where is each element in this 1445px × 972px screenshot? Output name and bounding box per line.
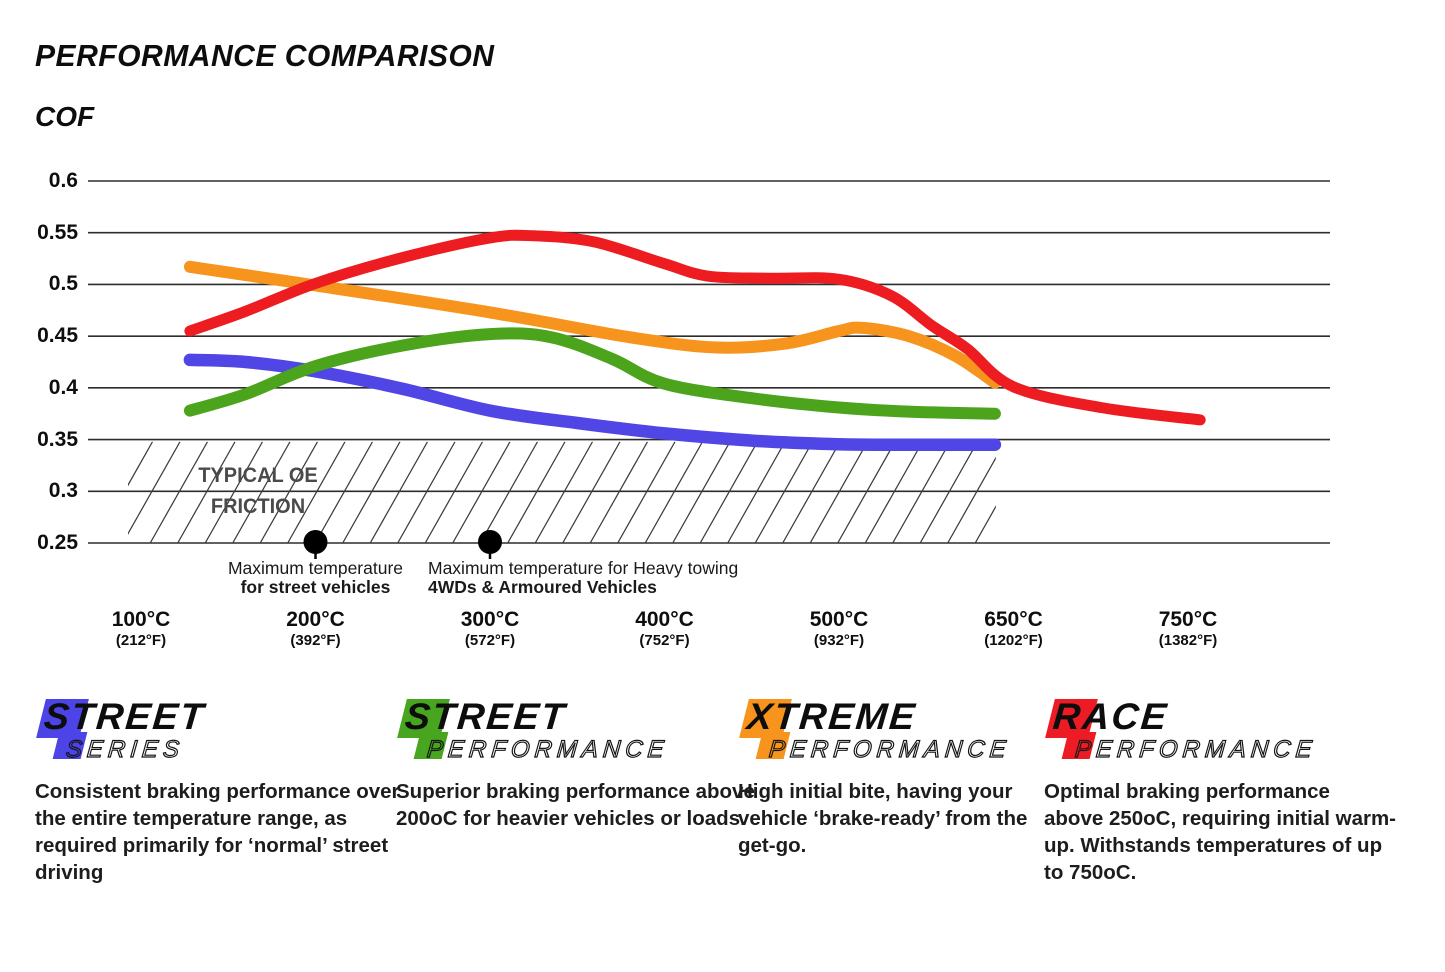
legend-description: Consistent braking performance over the e… xyxy=(35,778,400,886)
x-tick-label: 300°C (572°F) xyxy=(410,608,570,650)
legend-item-race-performance: RACE PERFORMANCE Optimal braking performan… xyxy=(1044,696,1396,886)
logo-word-primary: RACE xyxy=(1051,696,1170,737)
legend-description-line: Optimal braking performance xyxy=(1044,780,1330,803)
x-tick-label: 100°C (212°F) xyxy=(61,608,221,650)
x-tick-label: 500°C (932°F) xyxy=(759,608,919,650)
legend-description: High initial bite, having your vehicle ‘b… xyxy=(738,778,1027,859)
max-temp-marker xyxy=(303,530,328,554)
y-tick-label: 0.25 xyxy=(37,531,78,554)
y-tick-label: 0.5 xyxy=(48,272,78,296)
logo-word-primary: XTREME xyxy=(745,696,919,737)
legend-description-line: High initial bite, having your xyxy=(738,780,1013,803)
oe-friction-hatch xyxy=(128,441,996,543)
legend-description-line: above 250oC, requiring initial warm- xyxy=(1044,807,1397,830)
annotation-line: for street vehicles xyxy=(240,577,391,597)
legend-description-line: Consistent braking performance over xyxy=(35,780,400,803)
legend-description-line: driving xyxy=(35,861,104,884)
legend-description-line: vehicle ‘brake-ready’ from the xyxy=(738,807,1028,830)
x-tick-celsius: 100°C xyxy=(111,608,171,631)
x-tick-label: 750°C (1382°F) xyxy=(1108,608,1268,650)
max-temp-marker xyxy=(478,530,502,554)
annotation-line: Maximum temperature for Heavy towing xyxy=(428,558,739,578)
max-temp-annotation: Maximum temperature for street vehicles xyxy=(146,559,486,596)
y-tick-label: 0.35 xyxy=(37,427,78,451)
series-line-street-performance xyxy=(183,327,1001,420)
legend-description-line: required primarily for ‘normal’ street xyxy=(35,834,389,857)
series-line-race-performance xyxy=(184,229,1206,426)
x-tick-fahrenheit: (572°F) xyxy=(464,632,516,650)
x-tick-fahrenheit: (1202°F) xyxy=(984,632,1043,650)
x-tick-fahrenheit: (392°F) xyxy=(290,632,341,650)
x-tick-celsius: 750°C xyxy=(1158,608,1218,631)
annotation-line: Maximum temperature xyxy=(227,558,404,578)
brand-logo: STREET PERFORMANCE xyxy=(396,696,755,770)
x-tick-fahrenheit: (212°F) xyxy=(115,632,167,650)
legend-description-line: up. Withstands temperatures of up xyxy=(1044,834,1383,857)
page-title: PERFORMANCE COMPARISON xyxy=(35,38,495,73)
logo-word-primary: STREET xyxy=(403,696,568,737)
legend-description: Superior braking performance above 200oC … xyxy=(396,778,755,832)
logo-word-secondary: PERFORMANCE xyxy=(767,735,1012,763)
legend-description: Optimal braking performance above 250oC, … xyxy=(1044,778,1396,886)
chart-canvas xyxy=(88,180,1330,559)
x-tick-celsius: 300°C xyxy=(460,608,520,631)
x-tick-fahrenheit: (752°F) xyxy=(639,632,690,650)
legend-description-line: Superior braking performance above xyxy=(396,780,755,803)
x-tick-fahrenheit: (932°F) xyxy=(813,632,865,650)
x-tick-celsius: 200°C xyxy=(286,608,345,631)
legend-item-street-series: STREET SERIES Consistent braking performan… xyxy=(35,696,400,886)
brand-logo: STREET SERIES xyxy=(35,696,400,770)
x-tick-celsius: 500°C xyxy=(809,608,869,631)
x-tick-label: 200°C (392°F) xyxy=(236,608,396,650)
legend-description-line: get-go. xyxy=(738,834,807,857)
legend-description-line: the entire temperature range, as xyxy=(35,807,348,830)
y-tick-label: 0.55 xyxy=(37,220,78,244)
logo-word-primary: STREET xyxy=(42,696,207,737)
legend-item-xtreme-performance: XTREME PERFORMANCE High initial bite, havi… xyxy=(738,696,1027,859)
y-axis-title: COF xyxy=(35,101,95,132)
legend-description-line: to 750oC. xyxy=(1044,861,1137,884)
annotation-line: 4WDs & Armoured Vehicles xyxy=(428,577,657,597)
brand-logo: XTREME PERFORMANCE xyxy=(738,696,1027,770)
y-tick-label: 0.45 xyxy=(37,324,78,348)
x-tick-label: 650°C (1202°F) xyxy=(934,608,1094,650)
y-tick-label: 0.3 xyxy=(48,479,78,503)
logo-word-secondary: PERFORMANCE xyxy=(425,735,670,763)
oe-friction-label: TYPICAL OE FRICTION xyxy=(173,460,344,522)
series-line-xtreme-performance xyxy=(183,260,1001,389)
y-tick-label: 0.4 xyxy=(48,375,78,399)
y-tick-label: 0.6 xyxy=(48,169,78,192)
legend-description-line: 200oC for heavier vehicles or loads. xyxy=(396,807,746,830)
oe-friction-label-line: TYPICAL OE xyxy=(198,464,318,487)
oe-friction-label-line: FRICTION xyxy=(210,495,306,518)
brand-logo: RACE PERFORMANCE xyxy=(1044,696,1396,770)
legend-item-street-performance: STREET PERFORMANCE Superior braking perfor… xyxy=(396,696,755,832)
max-temp-annotation: Maximum temperature for Heavy towing 4WDs… xyxy=(428,559,848,596)
logo-word-secondary: PERFORMANCE xyxy=(1073,735,1318,763)
x-tick-celsius: 400°C xyxy=(635,608,694,631)
x-tick-fahrenheit: (1382°F) xyxy=(1158,632,1218,650)
x-tick-label: 400°C (752°F) xyxy=(585,608,745,650)
logo-word-secondary: SERIES xyxy=(64,735,186,763)
x-tick-celsius: 650°C xyxy=(984,608,1043,631)
